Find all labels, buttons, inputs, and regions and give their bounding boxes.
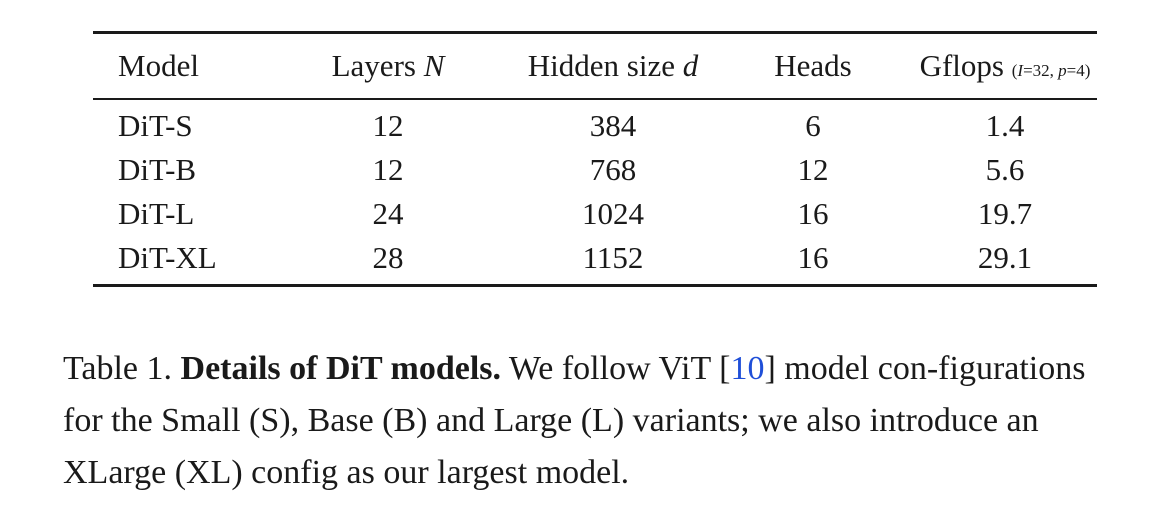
header-model: Model — [93, 34, 288, 98]
caption-label: Table 1. — [63, 350, 181, 387]
caption-text-2: ] model con-figurations for the Small (S… — [63, 350, 1086, 491]
gflops-note-i: I — [1017, 61, 1024, 80]
table-top-rule — [93, 31, 1097, 34]
gflops-note-p: p — [1058, 61, 1067, 80]
cell-hidden-size: 768 — [589, 152, 637, 187]
table-row: DiT-B 12 768 12 5.6 — [93, 148, 1122, 192]
table-header-row: Model Layers N Hidden size d Heads Gflop… — [93, 34, 1122, 98]
table-bottom-rule — [93, 284, 1097, 287]
header-heads-label: Heads — [774, 48, 852, 83]
cell-gflops: 1.4 — [985, 108, 1025, 143]
table-body: DiT-S 12 384 6 1.4 DiT-B 12 768 12 5.6 D… — [93, 100, 1122, 284]
header-layers-label: Layers — [331, 48, 424, 83]
header-hidden-symbol: d — [682, 48, 699, 83]
header-gflops: Gflops (I=32, p=4) — [888, 34, 1122, 98]
header-layers: Layers N — [288, 34, 488, 98]
gflops-note-open: ( — [1011, 61, 1018, 80]
header-heads: Heads — [738, 34, 888, 98]
cell-heads: 16 — [797, 196, 829, 231]
table-row: DiT-S 12 384 6 1.4 — [93, 100, 1122, 148]
table-grid: Model Layers N Hidden size d Heads Gflop… — [93, 34, 1122, 98]
cell-model: DiT-B — [118, 152, 197, 187]
model-table: Model Layers N Hidden size d Heads Gflop… — [93, 31, 1097, 287]
cell-heads: 12 — [797, 152, 829, 187]
cell-gflops: 5.6 — [985, 152, 1025, 187]
cell-gflops: 19.7 — [977, 196, 1033, 231]
header-gflops-note: (I=32, p=4) — [1012, 61, 1091, 80]
cell-layers: 24 — [372, 196, 404, 231]
header-model-label: Model — [118, 48, 199, 83]
caption-title: Details of DiT models. — [180, 350, 502, 387]
header-layers-symbol: N — [423, 48, 445, 83]
cell-gflops: 29.1 — [977, 240, 1033, 275]
cell-hidden-size: 1152 — [582, 240, 644, 275]
table-caption: Table 1. Details of DiT models. We follo… — [63, 343, 1123, 499]
gflops-note-mid: =32, — [1023, 61, 1059, 80]
gflops-note-end: =4) — [1066, 61, 1091, 80]
table-header-rule — [93, 98, 1097, 100]
cell-layers: 12 — [372, 108, 404, 143]
cell-model: DiT-L — [118, 196, 195, 231]
table-row: DiT-L 24 1024 16 19.7 — [93, 192, 1122, 236]
header-hidden-label: Hidden size — [527, 48, 683, 83]
cell-hidden-size: 384 — [589, 108, 637, 143]
cell-model: DiT-XL — [118, 240, 217, 275]
table-row: DiT-XL 28 1152 16 29.1 — [93, 236, 1122, 284]
caption-citation-link[interactable]: 10 — [730, 350, 765, 387]
header-hidden-size: Hidden size d — [488, 34, 738, 98]
cell-layers: 12 — [372, 152, 404, 187]
cell-layers: 28 — [372, 240, 404, 275]
caption-text-1: We follow ViT [ — [501, 350, 731, 387]
cell-heads: 6 — [805, 108, 821, 143]
cell-hidden-size: 1024 — [582, 196, 644, 231]
cell-heads: 16 — [797, 240, 829, 275]
cell-model: DiT-S — [118, 108, 193, 143]
header-gflops-label: Gflops — [919, 48, 1012, 83]
